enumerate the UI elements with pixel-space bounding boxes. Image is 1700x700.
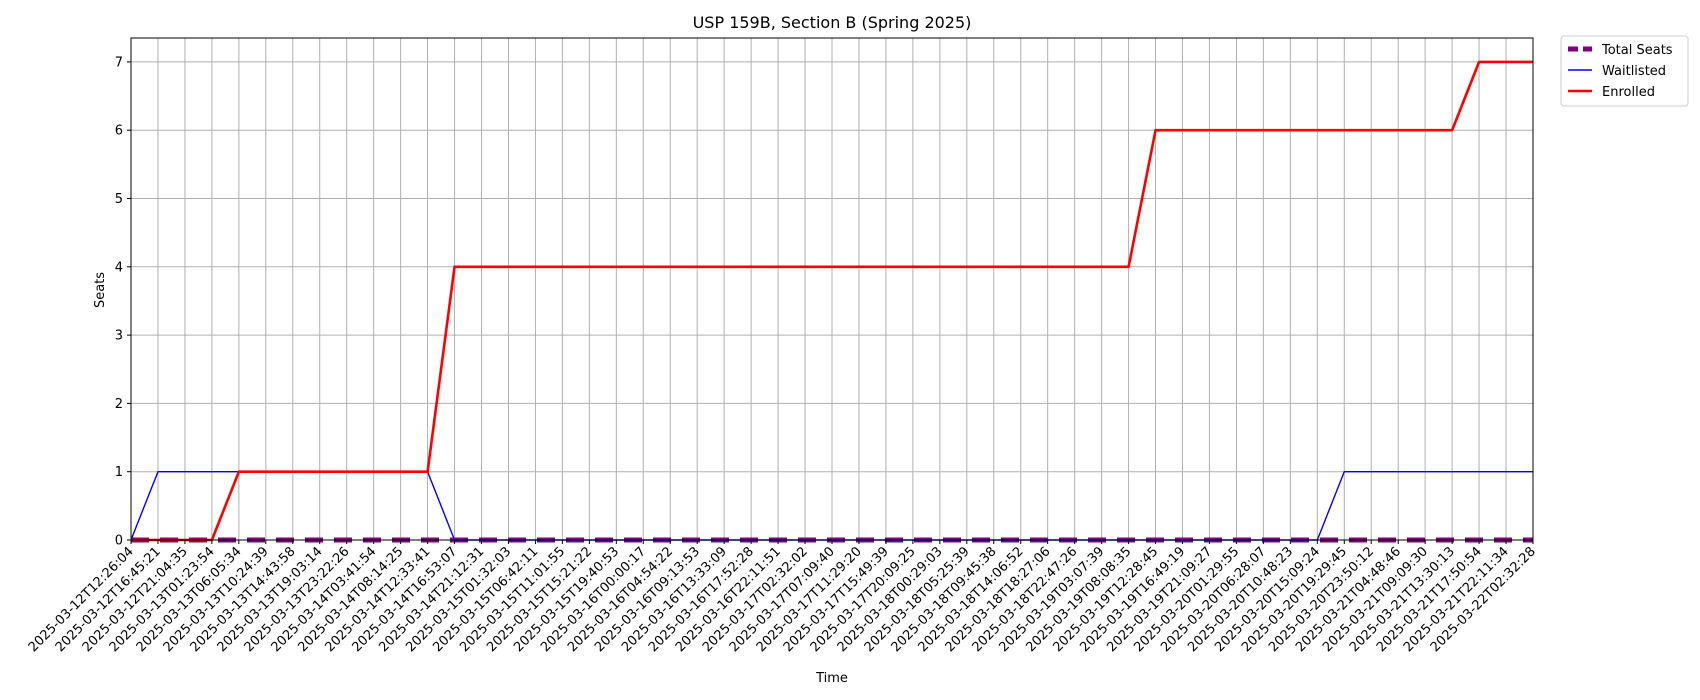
series-line-enrolled <box>131 60 1533 542</box>
y-tick-label: 2 <box>115 397 123 412</box>
y-tick-label: 6 <box>115 124 123 139</box>
y-tick-label: 0 <box>115 534 123 549</box>
legend-label-enrolled: Enrolled <box>1602 85 1655 100</box>
x-axis-title: Time <box>815 671 848 686</box>
y-tick-label: 4 <box>115 260 123 275</box>
chart-title: USP 159B, Section B (Spring 2025) <box>693 13 972 32</box>
legend-label-total-seats: Total Seats <box>1601 43 1673 58</box>
legend-label-waitlisted: Waitlisted <box>1602 64 1666 79</box>
y-tick-label: 1 <box>115 465 123 480</box>
legend-box <box>1560 35 1689 107</box>
legend: Total Seats Waitlisted Enrolled <box>1560 35 1689 107</box>
y-axis-title: Seats <box>93 272 108 308</box>
y-tick-label: 7 <box>115 55 123 70</box>
grid-lines <box>130 38 1534 541</box>
y-tick-label: 5 <box>115 192 123 207</box>
y-tick-label: 3 <box>115 329 123 344</box>
